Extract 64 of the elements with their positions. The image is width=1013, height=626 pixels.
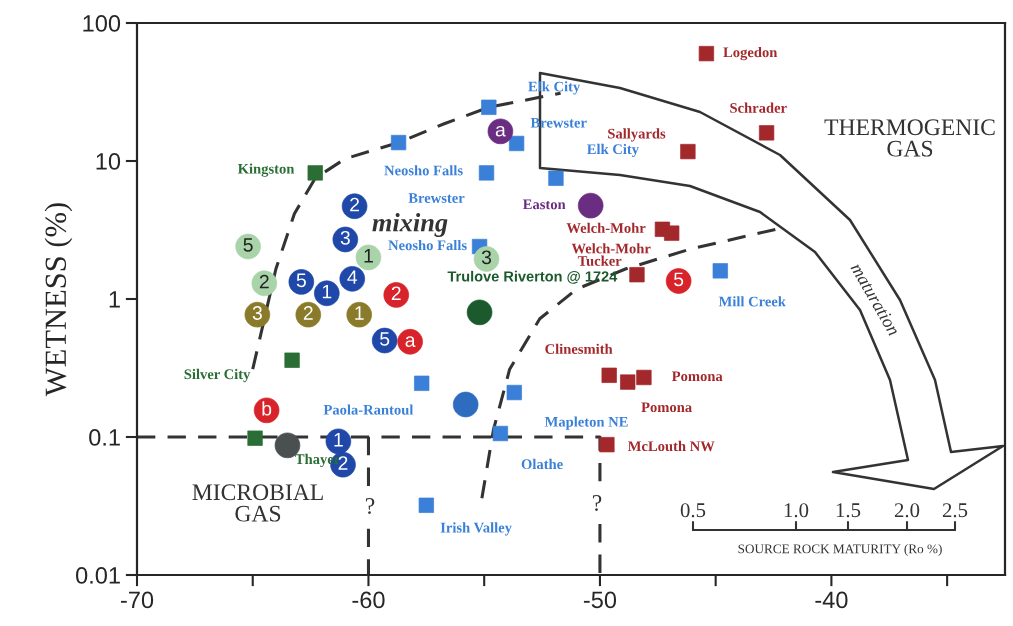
x-tick-label: -40: [815, 591, 848, 609]
annotation: Easton: [522, 199, 566, 210]
annotation: 1: [334, 433, 343, 447]
annotation: 2.5: [942, 503, 968, 518]
annotation: Trulove Riverton @ 1724: [447, 270, 618, 284]
annotation: Olathe: [521, 458, 563, 470]
annotation: 4: [347, 270, 358, 284]
annotation: 2: [259, 274, 269, 289]
annotation: Welch-Mohr: [566, 222, 646, 234]
annotation: 1.0: [784, 503, 809, 518]
annotation: Elk City: [587, 143, 639, 158]
annotation: 2.0: [894, 503, 920, 518]
y-tick-label: 10: [96, 153, 121, 170]
annotation: Clinesmith: [545, 343, 613, 354]
annotation: 5: [296, 273, 306, 288]
annotation: 1: [322, 284, 332, 299]
annotation: MICROBIAL GAS: [192, 484, 323, 522]
annotation: Neosho Falls: [388, 239, 467, 251]
annotation: 3: [340, 230, 350, 245]
annotation: Sallyards: [608, 128, 666, 142]
y-tick-label: 100: [83, 15, 121, 32]
annotation: Neosho Falls: [384, 165, 463, 176]
annotation: 1: [364, 249, 373, 263]
annotation: 5: [243, 238, 253, 252]
annotation: Mill Creek: [718, 296, 786, 307]
annotation: 2: [338, 456, 348, 470]
y-tick-label: 1: [109, 291, 120, 308]
x-tick-label: -50: [583, 591, 617, 609]
annotation: 2: [303, 306, 313, 320]
x-tick-label: -70: [120, 591, 154, 609]
annotation: Irish Valley: [440, 522, 512, 536]
annotation: ?: [365, 498, 375, 515]
annotation: Kingston: [237, 163, 295, 177]
annotation: SOURCE ROCK MATURITY (Ro %): [738, 544, 942, 556]
annotation: 1.5: [836, 503, 861, 518]
y-tick-label: 0.1: [89, 429, 120, 446]
annotation: McLouth NW: [627, 440, 715, 452]
annotation: 5: [380, 332, 390, 346]
annotation: 2: [350, 197, 360, 212]
annotation: Welch-Mohr: [571, 243, 651, 254]
annotation: Paola-Rantoul: [323, 404, 414, 415]
annotation: 0.5: [680, 503, 706, 518]
annotation: Pomona: [671, 371, 723, 382]
annotation: Mapleton NE: [544, 416, 628, 430]
annotation: 5: [674, 272, 684, 287]
annotation: Pomona: [641, 402, 692, 413]
y-tick-label: 0.01: [76, 567, 120, 584]
annotation: Logedon: [723, 46, 778, 61]
annotation: b: [262, 401, 272, 416]
annotation: mixing: [372, 213, 448, 237]
annotation: Silver City: [184, 368, 251, 383]
annotation: a: [495, 125, 506, 137]
y-axis-title: WETNESS (%): [44, 203, 73, 397]
annotation: 3: [481, 250, 492, 265]
annotation: 2: [391, 286, 401, 300]
annotation: Tucker: [577, 255, 622, 266]
annotation: Brewster: [408, 193, 465, 203]
annotation: THERMOGENIC GAS: [824, 119, 995, 157]
annotation: Schrader: [730, 102, 787, 113]
annotation: 1: [355, 306, 364, 320]
x-tick-label: -60: [352, 591, 385, 609]
annotation: a: [405, 336, 416, 347]
annotation: ?: [592, 495, 602, 512]
annotation: 3: [252, 306, 262, 320]
